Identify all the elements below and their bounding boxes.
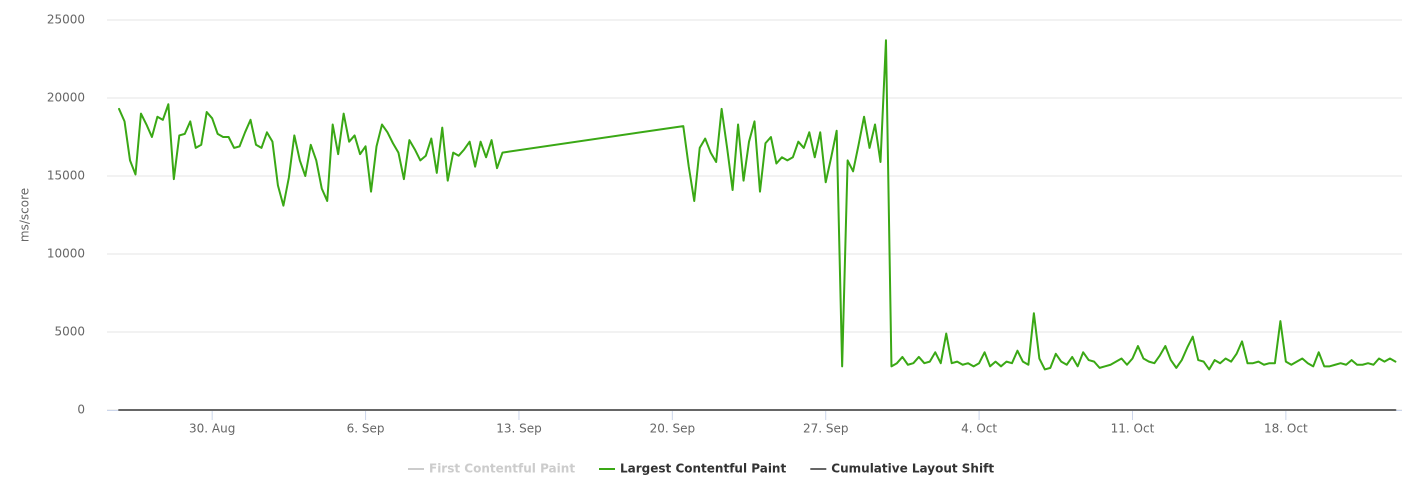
y-tick-label: 20000 [47, 91, 85, 105]
legend-label: Largest Contentful Paint [620, 462, 786, 476]
series-line [118, 39, 1397, 371]
legend-item[interactable]: Largest Contentful Paint [599, 462, 786, 476]
x-tick-label: 13. Sep [496, 422, 542, 436]
y-axis-title: ms/score [18, 188, 32, 242]
legend-item[interactable]: First Contentful Paint [408, 462, 575, 476]
legend-label: Cumulative Layout Shift [831, 462, 994, 476]
y-tick-label: 10000 [47, 247, 85, 261]
x-tick-label: 6. Sep [347, 422, 385, 436]
x-tick-label: 4. Oct [961, 422, 997, 436]
legend-item[interactable]: Cumulative Layout Shift [810, 462, 994, 476]
legend: First Contentful Paint Largest Contentful… [408, 462, 994, 476]
x-tick-label: 18. Oct [1264, 422, 1308, 436]
x-tick-label: 11. Oct [1111, 422, 1155, 436]
x-tick-label: 27. Sep [803, 422, 849, 436]
x-tick-label: 20. Sep [650, 422, 696, 436]
y-tick-label: 0 [77, 403, 85, 417]
x-tick-label: 30. Aug [189, 422, 235, 436]
y-tick-label: 5000 [54, 325, 85, 339]
legend-label: First Contentful Paint [429, 462, 575, 476]
y-tick-label: 15000 [47, 169, 85, 183]
y-tick-label: 25000 [47, 13, 85, 27]
